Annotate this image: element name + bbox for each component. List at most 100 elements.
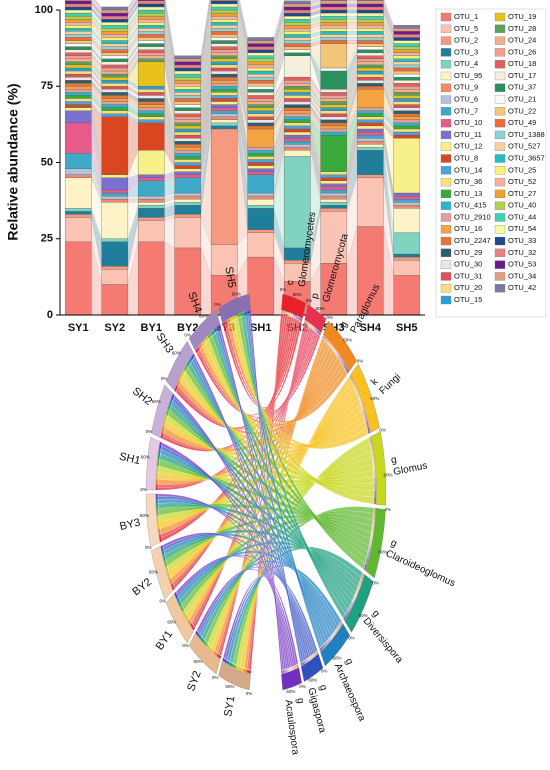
bar-segment bbox=[393, 98, 421, 102]
arc-tick-label: 60% bbox=[199, 314, 208, 319]
bar-segment bbox=[137, 217, 165, 221]
bar-segment bbox=[64, 217, 92, 242]
legend-swatch bbox=[440, 225, 452, 234]
flow-band bbox=[346, 22, 358, 26]
bar-segment bbox=[101, 269, 129, 285]
inner-band bbox=[207, 332, 213, 339]
bar-segment bbox=[210, 113, 238, 117]
inner-band bbox=[289, 667, 292, 672]
bar-segment bbox=[320, 18, 348, 23]
arc-tick-label: 60% bbox=[232, 291, 241, 296]
inner-band bbox=[248, 670, 251, 674]
legend-swatch bbox=[494, 107, 506, 116]
bar-segment bbox=[283, 25, 311, 29]
bar-segment bbox=[356, 137, 384, 142]
legend-swatch bbox=[494, 36, 506, 45]
bar-segment bbox=[356, 49, 384, 53]
inner-band bbox=[213, 650, 218, 657]
inner-band bbox=[356, 390, 361, 399]
legend-label: OTU_1 bbox=[454, 12, 478, 21]
bar-segment bbox=[356, 37, 384, 41]
inner-band bbox=[192, 353, 195, 358]
bar-segment bbox=[393, 95, 421, 99]
inner-band bbox=[303, 320, 307, 325]
bar-segment bbox=[247, 55, 275, 59]
bar-segment bbox=[64, 43, 92, 47]
bar-segment bbox=[174, 128, 202, 133]
inner-band bbox=[182, 610, 187, 617]
bar-segment bbox=[356, 15, 384, 20]
bar-segment bbox=[247, 119, 275, 124]
bar-segment bbox=[356, 34, 384, 38]
inner-band bbox=[198, 634, 202, 640]
bar-segment bbox=[393, 192, 421, 197]
bar-segment bbox=[210, 128, 238, 245]
bar-segment bbox=[137, 46, 165, 50]
inner-band bbox=[287, 312, 291, 316]
legend-swatch bbox=[494, 83, 506, 92]
bar-segment bbox=[174, 76, 202, 81]
bar-segment bbox=[356, 22, 384, 26]
bar-segment bbox=[210, 122, 238, 127]
bar-segment bbox=[174, 86, 202, 90]
arc-tick-label: 0% bbox=[306, 298, 313, 303]
bar-segment bbox=[247, 128, 275, 148]
bar-segment bbox=[356, 52, 384, 56]
legend-label: OTU_527 bbox=[508, 142, 541, 151]
bar-segment bbox=[247, 174, 275, 194]
legend-label: OTU_36 bbox=[454, 177, 482, 186]
legend-swatch bbox=[440, 189, 452, 199]
legend-swatch bbox=[440, 248, 452, 257]
legend-label: OTU_22 bbox=[508, 106, 536, 115]
bar-segment bbox=[356, 110, 384, 114]
y-tick-label: 100 bbox=[35, 4, 53, 16]
bar-segment bbox=[356, 58, 384, 62]
bar-segment bbox=[283, 76, 311, 81]
legend-label: OTU_32 bbox=[508, 248, 536, 257]
bar-segment bbox=[320, 262, 348, 316]
bar-segment bbox=[393, 73, 421, 78]
chord-ribbon bbox=[223, 576, 299, 665]
bar-segment bbox=[283, 104, 311, 108]
inner-band bbox=[197, 632, 200, 637]
arc-tick-label: 60% bbox=[343, 337, 352, 342]
bar-segment bbox=[101, 67, 129, 72]
bar-segment bbox=[137, 220, 165, 242]
target-rank: g bbox=[343, 657, 355, 667]
bar-segment bbox=[393, 110, 421, 114]
legend-swatch bbox=[494, 95, 506, 104]
inner-band bbox=[371, 450, 375, 458]
inner-band bbox=[176, 596, 180, 603]
inner-band bbox=[184, 364, 188, 372]
bar-segment bbox=[393, 101, 421, 105]
bar-segment bbox=[283, 83, 311, 87]
bar-segment bbox=[247, 147, 275, 151]
legend-label: OTU_34 bbox=[508, 271, 536, 280]
bar-segment bbox=[210, 95, 238, 99]
bar-segment bbox=[210, 92, 238, 96]
bar-segment bbox=[174, 73, 202, 78]
inner-band bbox=[188, 619, 192, 626]
inner-band bbox=[164, 414, 168, 422]
inner-band bbox=[198, 343, 203, 350]
inner-band bbox=[204, 336, 209, 343]
inner-band bbox=[161, 550, 165, 556]
bar-segment bbox=[174, 58, 202, 62]
inner-band bbox=[328, 636, 333, 642]
inner-band bbox=[158, 534, 162, 539]
bar-segment bbox=[101, 201, 129, 239]
inner-band bbox=[324, 337, 329, 344]
bar-segment bbox=[320, 92, 348, 96]
bar-segment bbox=[356, 174, 384, 178]
inner-band bbox=[195, 630, 199, 636]
target-rank: c bbox=[285, 279, 297, 286]
bar-segment bbox=[247, 229, 275, 233]
bar-segment bbox=[64, 241, 92, 316]
bar-segment bbox=[101, 64, 129, 69]
bar-segment bbox=[356, 116, 384, 120]
legend-label: OTU_40 bbox=[508, 201, 536, 210]
bar-segment bbox=[393, 58, 421, 62]
bar-segment bbox=[356, 76, 384, 81]
bar-segment bbox=[174, 156, 202, 160]
inner-band bbox=[287, 668, 291, 672]
